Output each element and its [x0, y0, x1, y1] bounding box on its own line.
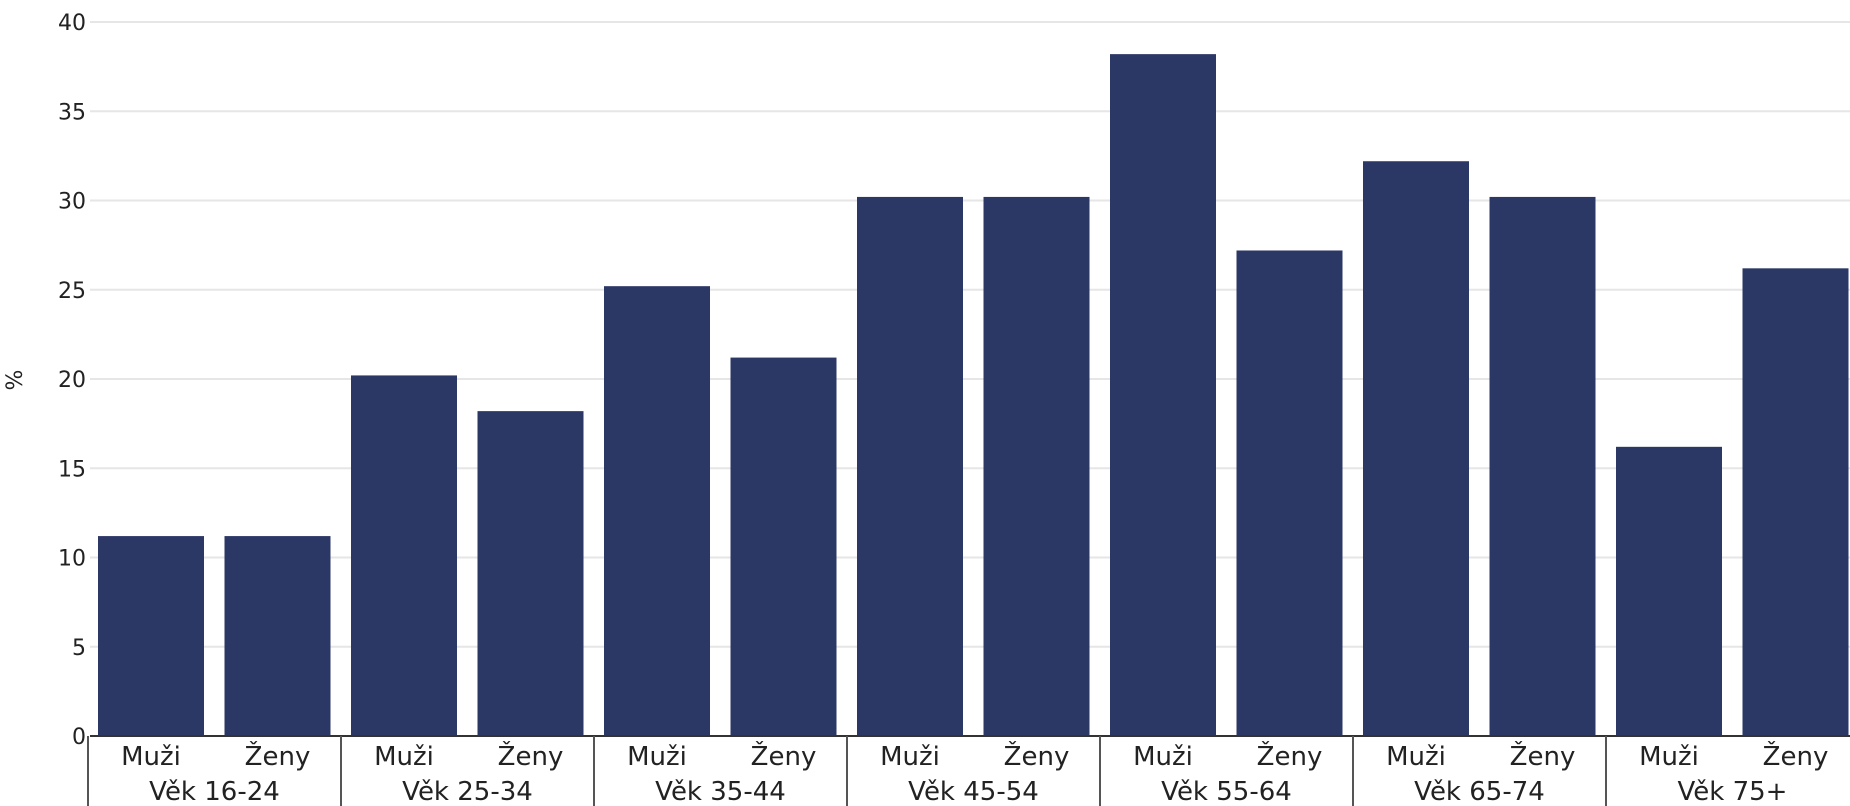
y-tick-label: 5: [72, 636, 86, 661]
bar: [1236, 250, 1343, 737]
x-category-label: Muži: [880, 742, 940, 772]
x-group-label: Věk 35-44: [655, 777, 786, 806]
bar: [224, 536, 331, 736]
y-axis: 0 5 10 15 20 25 30 35 40: [58, 11, 86, 750]
y-tick-label: 20: [58, 368, 86, 393]
x-category-label: Ženy: [751, 740, 817, 772]
bar: [604, 286, 710, 736]
y-tick-label: 30: [58, 190, 86, 215]
x-category-label: Muži: [1133, 742, 1193, 772]
x-group-label: Věk 55-64: [1161, 777, 1292, 806]
x-group-label: Věk 65-74: [1414, 777, 1545, 806]
x-category-label: Ženy: [1510, 740, 1576, 772]
x-category-label: Ženy: [498, 740, 564, 772]
x-category-label: Muži: [1386, 742, 1446, 772]
x-axis: Muži Ženy Muži Ženy Muži Ženy Muži Ženy Muži Ženy…: [87, 735, 1850, 806]
y-axis-title: %: [3, 370, 28, 391]
x-category-label: Muži: [1639, 742, 1699, 772]
bar: [351, 375, 457, 736]
bar: [857, 196, 963, 736]
bar: [1616, 446, 1722, 736]
y-tick-label: 40: [58, 11, 86, 36]
x-category-label: Muži: [121, 742, 181, 772]
bar: [1110, 54, 1216, 736]
bar: [477, 411, 584, 736]
bar: [1489, 196, 1596, 736]
bar: [730, 357, 837, 736]
x-group-label: Věk 16-24: [149, 777, 280, 806]
x-group-label: Věk 75+: [1678, 777, 1788, 806]
bars: [98, 54, 1849, 737]
y-tick-label: 10: [58, 547, 86, 572]
y-tick-label: 15: [58, 457, 86, 482]
y-tick-label: 0: [72, 725, 86, 750]
x-category-label: Muži: [627, 742, 687, 772]
x-category-label: Ženy: [1763, 740, 1829, 772]
y-tick-label: 25: [58, 279, 86, 304]
x-category-label: Muži: [374, 742, 434, 772]
y-tick-label: 35: [58, 100, 86, 125]
x-category-label: Ženy: [1257, 740, 1323, 772]
x-group-label: Věk 45-54: [908, 777, 1039, 806]
x-category-label: Ženy: [1004, 740, 1070, 772]
x-category-label: Ženy: [245, 740, 311, 772]
bar: [98, 536, 204, 736]
bar: [1363, 161, 1469, 737]
bar: [983, 196, 1090, 736]
bar: [1742, 268, 1849, 736]
x-group-label: Věk 25-34: [402, 777, 533, 806]
